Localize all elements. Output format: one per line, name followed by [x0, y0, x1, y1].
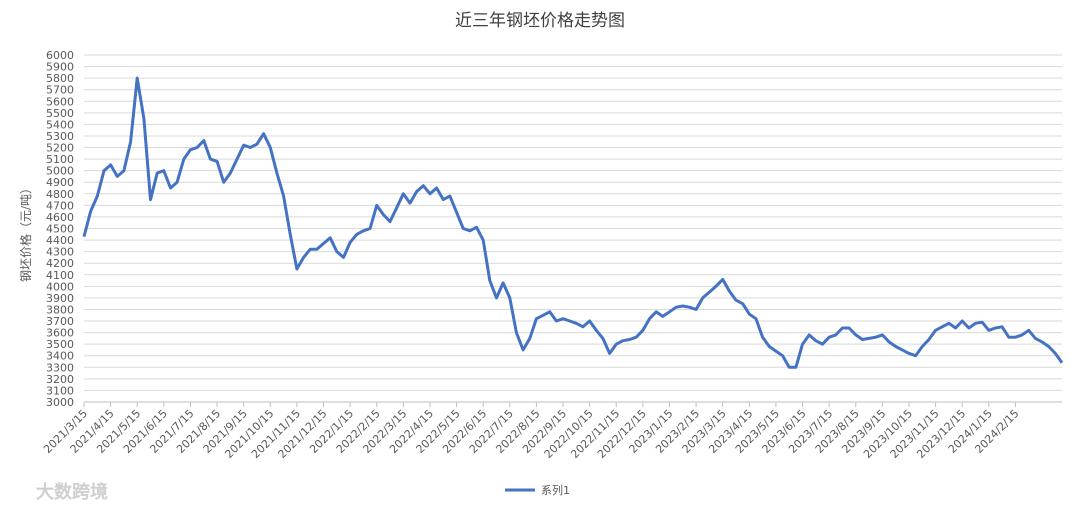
watermark: 大数跨境	[36, 481, 108, 503]
y-tick-label: 3800	[46, 303, 74, 316]
y-tick-label: 4500	[46, 223, 74, 236]
y-tick-label: 3900	[46, 292, 74, 305]
y-tick-label: 5200	[46, 142, 74, 155]
y-tick-label: 4000	[46, 280, 74, 293]
series-line	[82, 76, 1064, 369]
y-tick-label: 5400	[46, 118, 74, 131]
y-tick-label: 3500	[46, 338, 74, 351]
y-tick-label: 5100	[46, 153, 74, 166]
y-tick-label: 4100	[46, 269, 74, 282]
y-tick-label: 3000	[46, 396, 74, 409]
y-tick-label: 3400	[46, 350, 74, 363]
chart-title: 近三年钢坯价格走势图	[455, 11, 625, 31]
y-tick-label: 5500	[46, 107, 74, 120]
y-tick-label: 3600	[46, 327, 74, 340]
y-tick-label: 4900	[46, 176, 74, 189]
y-axis-label: 钢坯价格（元/吨）	[18, 182, 33, 282]
y-tick-label: 4600	[46, 211, 74, 224]
y-tick-label: 5800	[46, 72, 74, 85]
y-tick-label: 3700	[46, 315, 74, 328]
y-tick-label: 4800	[46, 188, 74, 201]
y-tick-label: 5600	[46, 95, 74, 108]
y-tick-label: 5300	[46, 130, 74, 143]
y-tick-label: 4700	[46, 199, 74, 212]
y-tick-label: 5700	[46, 84, 74, 97]
y-tick-label: 6000	[46, 49, 74, 62]
y-tick-label: 3200	[46, 373, 74, 386]
y-tick-label: 5000	[46, 165, 74, 178]
y-tick-label: 5900	[46, 61, 74, 74]
y-tick-label: 3300	[46, 361, 74, 374]
y-tick-label: 4400	[46, 234, 74, 247]
y-tick-label: 4200	[46, 257, 74, 270]
y-tick-label: 4300	[46, 246, 74, 259]
legend-label: 系列1	[541, 483, 570, 497]
y-tick-label: 3100	[46, 384, 74, 397]
